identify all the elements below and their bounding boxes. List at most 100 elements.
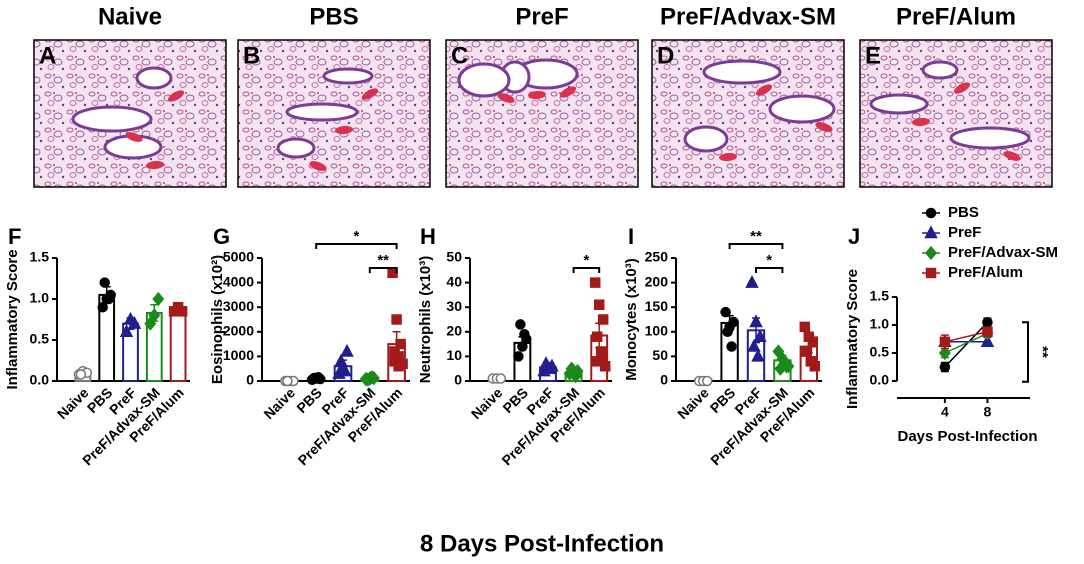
vessel (1003, 151, 1021, 161)
x-tick-label: Naive (260, 384, 298, 422)
series-line (944, 332, 988, 354)
panel-letter: F (8, 224, 21, 249)
airway (322, 67, 374, 85)
y-tick-label: 1000 (223, 347, 254, 363)
y-tick-label: 40 (446, 273, 462, 289)
y-tick-label: 50 (446, 249, 462, 265)
panel-letter: A (39, 42, 56, 69)
panel-letter: G (213, 224, 230, 249)
marker (593, 299, 605, 310)
y-axis-label: Monocytes (x10³) (623, 258, 640, 381)
y-tick-label: 30 (446, 298, 462, 314)
panel-letter: C (451, 42, 468, 69)
marker (809, 360, 821, 372)
y-axis-label: Inflammatory Score (844, 269, 861, 409)
marker (391, 314, 402, 325)
panel-title: PreF (515, 3, 568, 30)
significance-label: * (766, 252, 772, 269)
x-tick-label: PBS (707, 384, 739, 416)
y-tick-label: 1.0 (870, 316, 890, 332)
panel-title: Naive (98, 3, 162, 30)
significance-bracket (1022, 321, 1029, 383)
marker (745, 274, 759, 288)
y-tick-label: 0.0 (870, 372, 890, 388)
marker (152, 291, 165, 307)
bar (169, 308, 187, 382)
panel-letter: I (628, 224, 634, 249)
y-axis-label: Inflammatory Score (4, 249, 21, 389)
vessel (912, 117, 930, 127)
airway (71, 105, 153, 133)
marker (782, 359, 795, 374)
y-tick-label: 100 (645, 323, 669, 339)
marker (338, 363, 352, 377)
panel-title: PBS (309, 3, 358, 30)
series-line (944, 321, 988, 368)
airway (276, 137, 316, 159)
x-tick-label: Naive (674, 384, 712, 422)
significance-label: ** (750, 228, 762, 245)
legend-marker (925, 267, 937, 279)
marker (589, 277, 601, 288)
vessel (335, 125, 353, 135)
legend-marker (925, 245, 937, 261)
airway (285, 102, 359, 122)
y-tick-label: 0.0 (30, 372, 50, 388)
y-tick-label: 0.5 (870, 344, 890, 360)
marker (513, 351, 524, 362)
y-axis-label: Neutrophils (x10³) (417, 256, 434, 384)
panel-title: PreF/Advax-SM (660, 3, 836, 30)
footer-title: 8 Days Post-Infection (420, 530, 664, 557)
vessel (719, 152, 737, 162)
marker (982, 326, 993, 337)
x-tick-label: PBS (499, 384, 531, 416)
airway (921, 60, 959, 80)
marker (939, 361, 951, 373)
marker (591, 331, 603, 342)
marker (543, 361, 557, 374)
marker (939, 336, 951, 348)
marker (282, 375, 293, 387)
significance-bracket (315, 243, 398, 249)
panel-letter: B (243, 42, 260, 69)
marker (807, 336, 819, 347)
y-tick-label: 0 (660, 372, 668, 388)
significance-bracket (572, 267, 601, 273)
y-tick-label: 150 (645, 298, 669, 314)
marker (569, 368, 582, 384)
marker (148, 308, 161, 323)
x-tick-label: 8 (984, 404, 992, 420)
y-tick-label: 0 (454, 372, 462, 388)
y-tick-label: 5000 (223, 249, 254, 265)
airway (702, 59, 782, 85)
marker (312, 372, 324, 383)
x-axis-label: Days Post-Infection (897, 428, 1037, 445)
marker (728, 316, 739, 328)
marker (799, 321, 811, 333)
marker (97, 301, 108, 313)
marker (595, 346, 607, 357)
significance-bracket (728, 243, 784, 249)
airway (768, 94, 836, 124)
y-tick-label: 1.5 (870, 288, 890, 304)
legend-label: PreF (948, 224, 981, 241)
vessel (559, 86, 577, 98)
marker (801, 346, 813, 357)
vessel (361, 88, 379, 100)
airway (949, 126, 1031, 150)
y-tick-label: 50 (652, 347, 668, 363)
significance-bracket (755, 267, 784, 273)
marker (340, 343, 354, 357)
marker (395, 338, 406, 350)
marker (701, 375, 713, 387)
marker (597, 314, 609, 325)
vessel (815, 122, 833, 132)
significance-label: * (583, 252, 589, 269)
legend-marker (924, 225, 938, 239)
marker (519, 329, 530, 340)
legend-label: PreF/Alum (948, 264, 1023, 281)
marker (127, 315, 142, 329)
panel-letter: H (420, 224, 436, 249)
airway (457, 62, 511, 98)
